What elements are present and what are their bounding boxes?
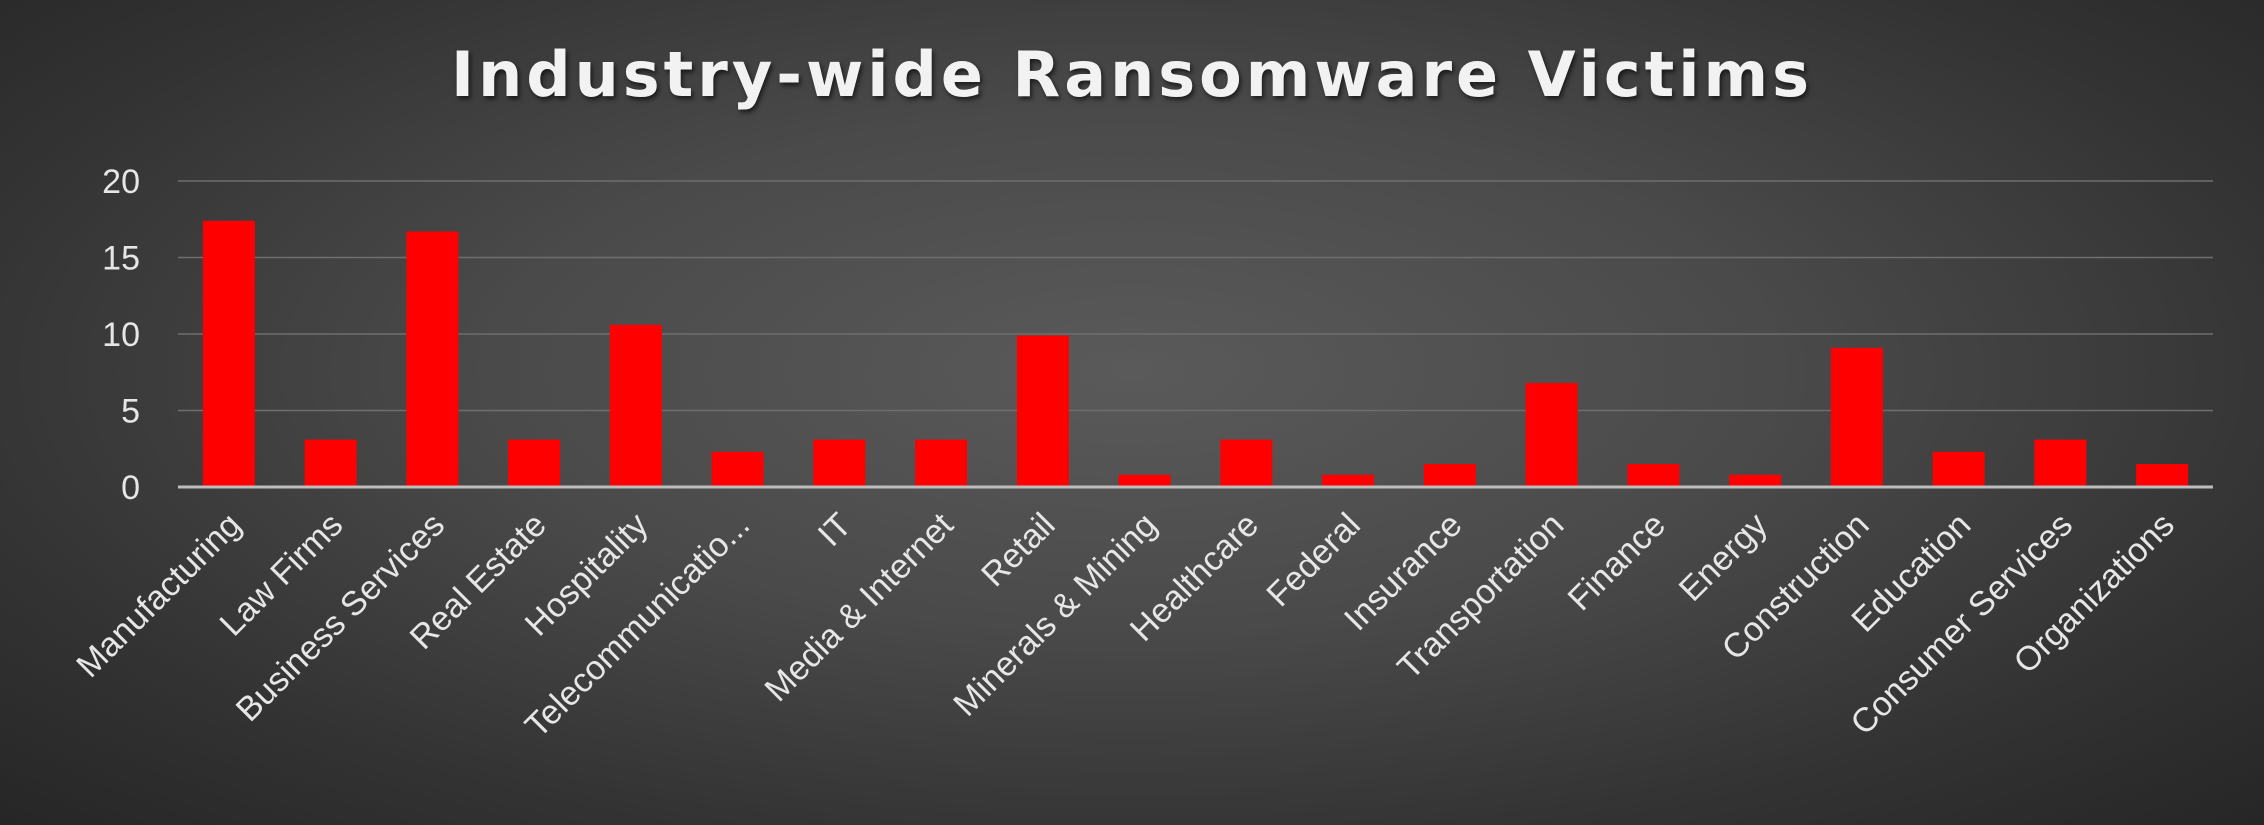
x-tick-label: Retail [974, 506, 1062, 594]
bar [1423, 464, 1476, 487]
y-tick-label: 20 [102, 163, 140, 201]
bar [1932, 451, 1985, 487]
x-tick-label: IT [811, 506, 859, 554]
bar [2034, 439, 2087, 487]
bar [813, 439, 866, 487]
bar [1627, 464, 1680, 487]
bars [202, 220, 2189, 487]
bar [1220, 439, 1273, 487]
bar [304, 439, 357, 487]
bar [1118, 474, 1171, 487]
bar [711, 451, 764, 487]
y-tick-label: 15 [102, 240, 140, 278]
bar [1322, 474, 1375, 487]
y-tick-label: 0 [121, 469, 140, 507]
gridlines [178, 180, 2213, 412]
bar [508, 439, 561, 487]
bar [609, 324, 662, 487]
bar [202, 220, 255, 487]
x-tick-label: Finance [1561, 506, 1673, 618]
bar [1016, 335, 1069, 487]
bar [406, 231, 459, 487]
bar [2136, 464, 2189, 487]
x-tick-label: Media & Internet [757, 505, 961, 709]
bar [1830, 347, 1883, 487]
y-tick-label: 10 [102, 316, 140, 354]
x-tick-label: Energy [1672, 506, 1775, 609]
bar [1729, 474, 1782, 487]
chart-title: Industry-wide Ransomware Victims [451, 38, 1813, 111]
bar [1525, 382, 1578, 487]
bar [915, 439, 968, 487]
x-tick-label: Manufacturing [69, 506, 248, 685]
y-tick-label: 5 [121, 393, 140, 431]
